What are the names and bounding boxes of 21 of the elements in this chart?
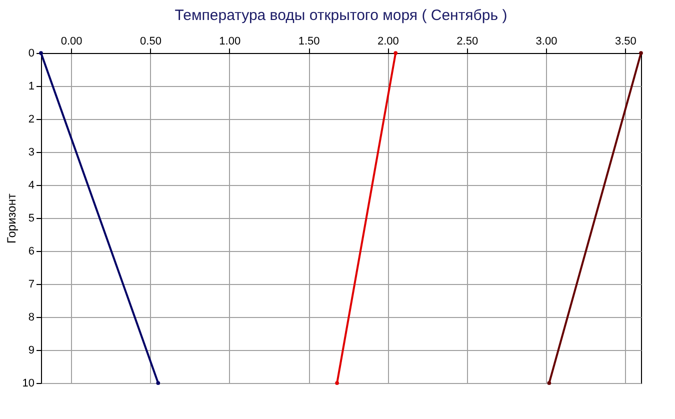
x-tick-label: 1.00 xyxy=(219,36,241,48)
y-tick-label: 3 xyxy=(28,146,34,158)
x-tick-label: 2.00 xyxy=(377,36,399,48)
y-tick-label: 6 xyxy=(28,246,34,258)
x-tick-label: 0.00 xyxy=(60,36,82,48)
x-tick-label: 1.50 xyxy=(298,36,320,48)
x-tick-label: 3.50 xyxy=(614,36,636,48)
x-tick-label: 3.00 xyxy=(536,36,558,48)
y-tick-label: 1 xyxy=(28,80,34,92)
chart-title: Температура воды открытого моря ( Сентябрь ) xyxy=(174,7,508,24)
y-tick-label: 5 xyxy=(28,212,34,224)
y-tick-label: 0 xyxy=(28,48,34,60)
y-tick-label: 9 xyxy=(28,344,34,356)
x-tick-label: 0.50 xyxy=(140,36,162,48)
y-axis-title: Горизонт xyxy=(4,193,18,244)
x-tick-label: 2.50 xyxy=(456,36,478,48)
y-tick-label: 8 xyxy=(28,312,34,324)
y-tick-label: 4 xyxy=(28,180,34,192)
y-tick-label: 7 xyxy=(28,278,34,290)
y-tick-label: 10 xyxy=(22,378,34,390)
y-tick-label: 2 xyxy=(28,114,34,126)
